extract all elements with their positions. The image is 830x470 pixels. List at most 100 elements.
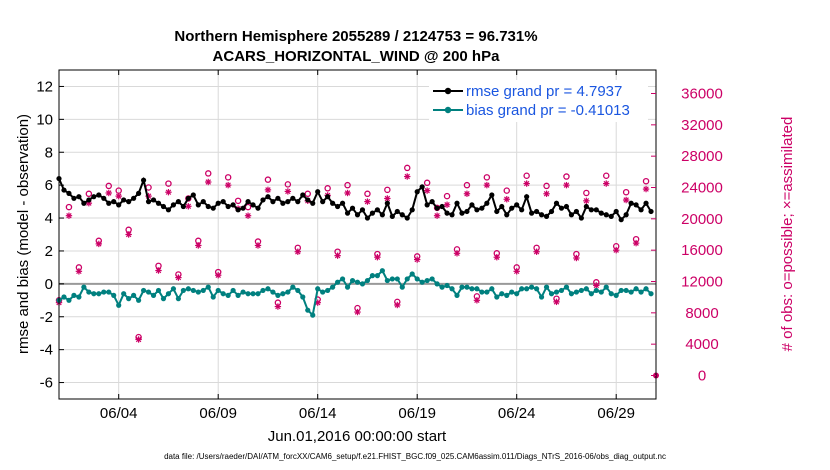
obs-possible-marker bbox=[344, 181, 351, 189]
y-tick-label: -6 bbox=[40, 375, 53, 392]
bias-point bbox=[81, 284, 87, 290]
rmse-point bbox=[205, 203, 211, 210]
rmse-point bbox=[628, 200, 634, 206]
obs-assimilated-stroke bbox=[533, 249, 540, 255]
obs-assimilated-stroke bbox=[643, 186, 649, 192]
x-tick-label: 06/24 bbox=[498, 405, 536, 422]
bias-point bbox=[190, 287, 196, 294]
obs-assimilated-marker bbox=[75, 268, 83, 275]
obs-possible-marker bbox=[264, 176, 272, 183]
obs-assimilated-marker bbox=[175, 274, 182, 281]
plot-frame bbox=[58, 69, 657, 400]
obs-possible-marker bbox=[523, 172, 530, 179]
bias-point bbox=[578, 287, 584, 294]
obs-assimilated-marker bbox=[453, 250, 461, 257]
bias-point bbox=[593, 287, 599, 294]
rmse-point bbox=[618, 217, 624, 223]
obs-possible-marker bbox=[483, 174, 491, 181]
bias-point bbox=[160, 296, 167, 302]
obs-assimilated-stroke bbox=[444, 202, 450, 208]
rmse-point bbox=[250, 202, 256, 208]
bias-point bbox=[320, 289, 326, 295]
obs-assimilated-stroke bbox=[295, 249, 301, 255]
rmse-point bbox=[106, 200, 112, 206]
y2-tick-label: 16000 bbox=[681, 242, 723, 259]
rmse-point bbox=[583, 203, 589, 210]
obs-assimilated-stroke bbox=[404, 173, 410, 180]
y-tick-label: 6 bbox=[45, 177, 53, 194]
rmse-point bbox=[240, 205, 246, 211]
x-tick-label: 06/29 bbox=[597, 405, 635, 422]
bias-point bbox=[568, 291, 575, 297]
rmse-point bbox=[558, 205, 565, 211]
bias-point bbox=[285, 289, 291, 295]
bias-point bbox=[344, 284, 351, 290]
obs-assimilated-stroke bbox=[76, 268, 82, 275]
bias-point bbox=[305, 307, 311, 313]
obs-possible-marker bbox=[443, 192, 451, 200]
rmse-point bbox=[369, 210, 376, 216]
bias-point bbox=[459, 284, 465, 290]
rmse-point bbox=[136, 190, 142, 196]
rmse-point bbox=[235, 207, 241, 213]
rmse-point bbox=[593, 207, 599, 213]
bias-point bbox=[588, 291, 594, 297]
bias-point bbox=[170, 286, 177, 292]
obs-assimilated-marker bbox=[613, 246, 620, 254]
obs-assimilated-marker bbox=[135, 336, 142, 343]
bias-point bbox=[623, 287, 629, 294]
rmse-point bbox=[399, 212, 405, 218]
obs-assimilated-stroke bbox=[603, 180, 609, 187]
obs-assimilated-marker bbox=[603, 180, 610, 187]
rmse-point bbox=[598, 210, 604, 216]
bias-point bbox=[638, 289, 644, 295]
rmse-point bbox=[344, 210, 351, 216]
bias-point bbox=[140, 287, 147, 294]
obs-assimilated-stroke bbox=[573, 255, 580, 261]
bias-point bbox=[444, 282, 450, 289]
y2-tick-label: 24000 bbox=[681, 180, 723, 197]
bias-point bbox=[618, 287, 624, 294]
bias-point bbox=[548, 291, 555, 297]
rmse-point bbox=[315, 189, 321, 195]
bias-point bbox=[330, 284, 336, 290]
bias-point bbox=[628, 289, 634, 295]
obs-assimilated-marker bbox=[533, 248, 540, 255]
obs-assimilated-stroke bbox=[354, 309, 361, 315]
obs-assimilated-stroke bbox=[245, 212, 251, 219]
bias-point bbox=[339, 276, 346, 282]
bias-point bbox=[165, 291, 172, 297]
rmse-point bbox=[429, 199, 435, 205]
bias-point bbox=[469, 286, 475, 292]
obs-possible-marker bbox=[463, 181, 471, 189]
rmse-point bbox=[101, 195, 107, 201]
bias-point bbox=[519, 286, 525, 292]
rmse-point bbox=[578, 215, 584, 221]
rmse-point bbox=[349, 205, 356, 211]
bias-point bbox=[349, 277, 356, 284]
obs-possible-marker bbox=[85, 190, 93, 198]
rmse-point bbox=[469, 202, 475, 208]
bias-point bbox=[524, 286, 530, 292]
rmse-point bbox=[364, 215, 371, 221]
obs-assimilated-marker bbox=[433, 212, 441, 219]
obs-assimilated-marker bbox=[523, 180, 530, 187]
bias-point bbox=[504, 292, 510, 298]
obs-assimilated-marker bbox=[155, 267, 162, 274]
bias-point bbox=[538, 294, 545, 300]
bias-point bbox=[529, 284, 535, 290]
bias-point bbox=[543, 284, 550, 290]
bias-point bbox=[643, 286, 649, 292]
rmse-point bbox=[335, 203, 341, 210]
obs-possible-marker bbox=[543, 182, 550, 190]
rmse-point bbox=[111, 199, 117, 205]
bias-point bbox=[394, 276, 400, 282]
obs-assimilated-stroke bbox=[454, 250, 460, 257]
rmse-point bbox=[379, 212, 385, 218]
bias-point bbox=[300, 294, 306, 300]
rmse-point bbox=[439, 203, 445, 210]
bias-point bbox=[633, 286, 639, 292]
obs-assimilated-stroke bbox=[464, 191, 470, 197]
